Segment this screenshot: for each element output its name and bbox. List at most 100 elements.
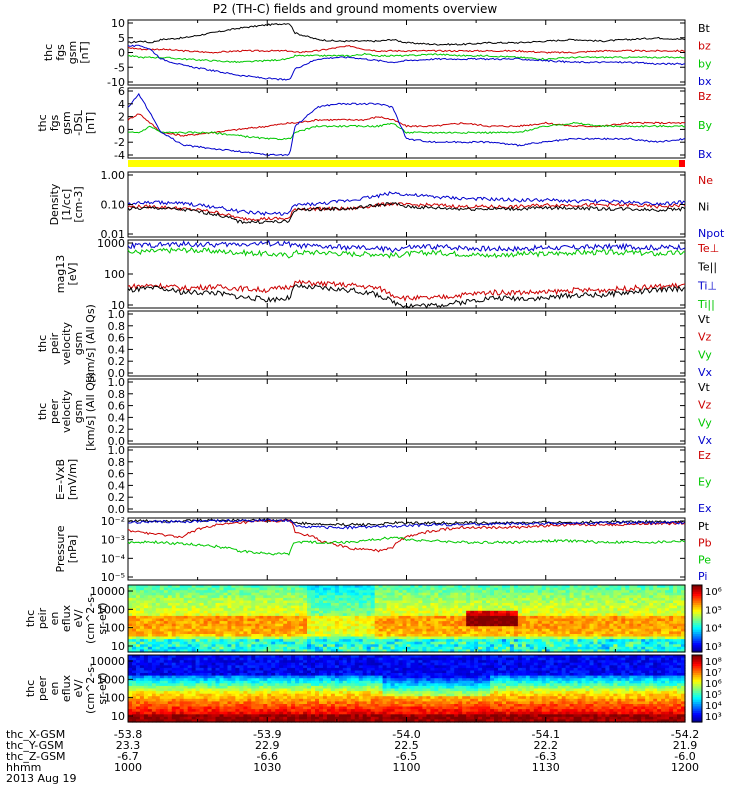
legend-by: by — [698, 57, 712, 70]
y-axis-label: [eV] — [66, 263, 79, 286]
y-tick-label: 0.10 — [101, 199, 126, 212]
y-tick-label: -2 — [114, 136, 125, 149]
x-axis-labels: thc_X-GSM-53.8-53.9-54.0-54.1-54.2thc_Y-… — [6, 728, 699, 785]
legend-Vt: Vt — [698, 381, 711, 394]
y-tick-label: 10 — [111, 710, 125, 723]
y-tick-label: 1.00 — [101, 169, 126, 182]
legend-Bz: Bz — [698, 90, 712, 103]
colorbar-tick-label: 10⁷ — [705, 668, 722, 679]
legend-Pe: Pe — [698, 553, 711, 566]
y-axis-label: sr-eV) — [96, 602, 109, 634]
y-axis-label: [nPa] — [66, 535, 79, 563]
legend-bz: bz — [698, 40, 711, 53]
legend-Vx: Vx — [698, 434, 713, 447]
y-tick-label: -5 — [114, 61, 125, 74]
series-by — [128, 53, 685, 62]
legend-Vx: Vx — [698, 366, 713, 379]
plot-frame — [128, 311, 685, 376]
figure-title: P2 (TH-C) fields and ground moments over… — [213, 2, 498, 16]
colorbar-tick-label: 10⁵ — [705, 605, 722, 616]
series-Ti|| — [128, 248, 685, 258]
y-tick-label: 10 — [111, 640, 125, 653]
series-Ni — [128, 203, 685, 224]
colorbar-tick-label: 10³ — [705, 642, 722, 653]
heatmap-cells — [128, 655, 686, 723]
x-axis-value: 1200 — [671, 761, 699, 774]
x-axis-date: 2013 Aug 19 — [6, 772, 76, 785]
legend-Ti⊥: Ti⊥ — [697, 279, 717, 292]
y-tick-label: 10⁻⁵ — [101, 571, 125, 584]
legend-Vy: Vy — [698, 416, 712, 429]
colorbar-tick-label: 10⁴ — [705, 701, 722, 712]
y-axis-label: [km/s] (All Qs) — [84, 304, 97, 383]
y-tick-label: 5 — [118, 32, 125, 45]
y-tick-label: 10⁻⁴ — [101, 552, 126, 565]
y-axis-label: [cm-3] — [72, 186, 85, 222]
y-axis-label: [mV/m] — [66, 459, 79, 500]
y-axis-label: [nT] — [84, 112, 97, 134]
y-tick-label: 10⁻² — [101, 515, 125, 528]
legend-Te||: Te|| — [697, 261, 717, 274]
series-By — [128, 122, 685, 139]
legend-Bx: Bx — [698, 148, 713, 161]
legend-Vt: Vt — [698, 313, 711, 326]
legend-Ne: Ne — [698, 174, 713, 187]
y-tick-label: 1000 — [97, 237, 125, 250]
legend-Pt: Pt — [698, 520, 710, 533]
y-axis-label: [km/s] (All Qs) — [84, 372, 97, 451]
plot-frame — [128, 88, 685, 158]
series-Bx — [128, 94, 685, 156]
heatmap-cells — [128, 585, 686, 653]
series-Pb — [128, 520, 685, 552]
series-bz — [128, 46, 685, 54]
y-tick-label: -4 — [114, 149, 125, 162]
legend-Vz: Vz — [698, 399, 712, 412]
colorbar-tick-label: 10⁵ — [705, 690, 722, 701]
legend-Ti||: Ti|| — [697, 298, 715, 311]
legend-Npot: Npot — [698, 227, 725, 240]
x-axis-value: 1030 — [253, 761, 281, 774]
legend-Vz: Vz — [698, 331, 712, 344]
series-Bt — [128, 24, 685, 45]
flag-bar — [128, 160, 679, 167]
flag-bar-end — [679, 160, 685, 167]
legend-Pb: Pb — [698, 537, 712, 550]
colorbar-tick-label: 10⁴ — [705, 624, 722, 635]
legend-Ey: Ey — [698, 476, 712, 489]
x-axis-value: 1100 — [393, 761, 421, 774]
y-tick-label: 10 — [111, 17, 125, 30]
legend-Ex: Ex — [698, 502, 712, 515]
plot-frame — [128, 379, 685, 444]
legend-Te⊥: Te⊥ — [697, 242, 719, 255]
y-axis-label: [nT] — [78, 41, 91, 63]
y-tick-label: 0 — [118, 47, 125, 60]
legend-Bt: Bt — [698, 22, 711, 35]
legend-bx: bx — [698, 75, 712, 88]
y-tick-label: 6 — [118, 85, 125, 98]
legend-By: By — [698, 119, 713, 132]
legend-Ez: Ez — [698, 449, 711, 462]
legend-Vy: Vy — [698, 348, 712, 361]
y-tick-label: 10⁻³ — [101, 534, 125, 547]
y-tick-label: 4 — [118, 98, 125, 111]
x-axis-value: 1130 — [532, 761, 560, 774]
x-axis-value: 1000 — [114, 761, 142, 774]
legend-Ni: Ni — [698, 201, 709, 214]
y-tick-label: 100 — [104, 268, 125, 281]
series-Ne — [128, 203, 685, 221]
series-Pe — [128, 537, 685, 555]
colorbar-tick-label: 10⁸ — [705, 657, 722, 668]
